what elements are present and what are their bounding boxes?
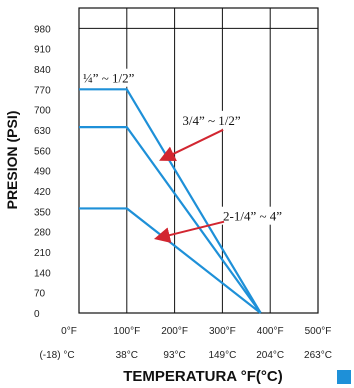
y-tick-label: 210: [34, 248, 51, 259]
series-label-box-3: [220, 206, 286, 225]
y-tick-label: 630: [34, 126, 51, 137]
chart-annotations: ¼” ~ 1/2” 3/4” ~ 1/2” 2-1/4” ~ 4”: [79, 68, 286, 243]
series-label-1: ¼” ~ 1/2”: [83, 71, 135, 86]
chart-series-group: [79, 88, 262, 314]
x-tick-label-f: 300°F: [209, 326, 236, 337]
x-tick-label-f: 400°F: [257, 326, 284, 337]
y-tick-label: 70: [34, 289, 46, 300]
x-tick-label-c: 93°C: [163, 350, 185, 361]
x-axis-ticks: 0°F 100°F 200°F 300°F 400°F 500°F (-18) °C 38°C…: [39, 326, 332, 361]
y-tick-label: 560: [34, 146, 51, 157]
x-tick-label-f: 500°F: [305, 326, 332, 337]
series-label-2: 3/4” ~ 1/2”: [182, 113, 241, 128]
arrow-3: [153, 220, 225, 243]
y-tick-label: 0: [34, 309, 40, 320]
y-tick-label: 280: [34, 228, 51, 239]
series-line-3: [79, 207, 262, 314]
plot-frame: [78, 7, 319, 314]
y-tick-label: 840: [34, 65, 51, 76]
series-line-2: [79, 125, 262, 314]
x-axis-title: TEMPERATURA °F(°C): [123, 368, 282, 385]
x-tick-label-c: 38°C: [116, 350, 138, 361]
y-axis-title: PRESION (PSI): [4, 111, 20, 210]
x-tick-label-c: (-18) °C: [39, 350, 74, 361]
arrow-2: [159, 128, 224, 162]
x-tick-label-c: 263°C: [304, 350, 332, 361]
x-tick-label-c: 204°C: [256, 350, 284, 361]
y-tick-label: 140: [34, 268, 51, 279]
series-label-box-2: [179, 110, 244, 129]
x-tick-label-c: 149°C: [208, 350, 236, 361]
chart-grid: [78, 7, 319, 314]
y-tick-label: 350: [34, 207, 51, 218]
x-tick-label-f: 200°F: [161, 326, 188, 337]
y-tick-label: 910: [34, 45, 51, 56]
x-tick-label-f: 100°F: [113, 326, 140, 337]
y-tick-label: 420: [34, 187, 51, 198]
series-label-3: 2-1/4” ~ 4”: [223, 209, 282, 224]
y-axis-ticks: 9809108407707006305604904203502802101407…: [34, 24, 51, 320]
series-line-1: [79, 88, 262, 314]
legend-marker: [337, 370, 351, 384]
y-tick-label: 700: [34, 106, 51, 117]
series-label-box-1: [79, 68, 138, 87]
y-tick-label: 490: [34, 167, 51, 178]
y-tick-label: 980: [34, 24, 51, 35]
y-tick-label: 770: [34, 85, 51, 96]
x-tick-label-f: 0°F: [61, 326, 77, 337]
